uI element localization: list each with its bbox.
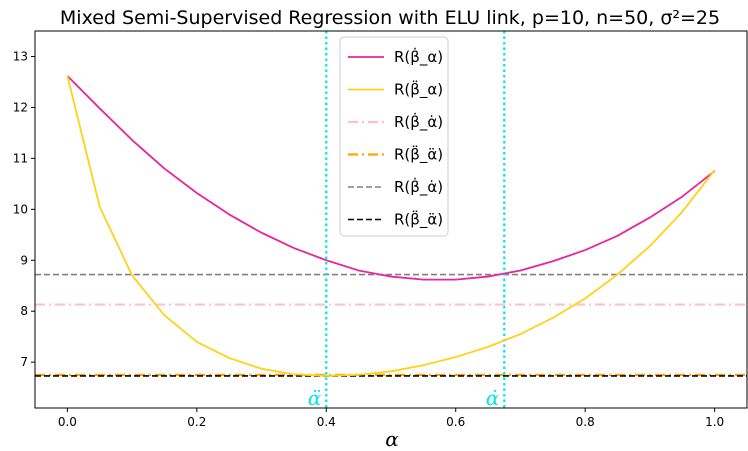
x-tick-label-4: 0.8: [576, 415, 595, 429]
y-tick-label-5: 12: [13, 100, 28, 114]
x-tick-label-1: 0.2: [187, 415, 206, 429]
legend: R(β̇_α) R(β̈_α) R(β̇_α̇) R(β̈_α̈) R(β̇_α̇) R(…: [339, 36, 449, 237]
legend-label-2: R(β̇_α̇): [394, 112, 443, 132]
chart-title: Mixed Semi-Supervised Regression with EL…: [60, 7, 720, 29]
x-tick-label-3: 0.6: [446, 415, 465, 429]
y-tick-label-2: 9: [20, 253, 28, 267]
plot-content: [35, 31, 747, 408]
legend-label-3: R(β̈_α̈): [394, 144, 443, 165]
x-tick-label-5: 1.0: [705, 415, 724, 429]
plot-area: α̈ α̇ 0.0 0.2 0.4 0.6 0.8 1.0 7 8 9 10 11 12 13 R(β̇_α)…: [13, 30, 748, 429]
legend-label-5: R(β̈_α̈): [394, 209, 443, 230]
axes-frame: [34, 30, 748, 409]
y-tick-label-0: 7: [20, 355, 28, 369]
y-tick-label-3: 10: [13, 202, 28, 216]
y-tick-label-4: 11: [13, 151, 28, 165]
x-tick-label-0: 0.0: [58, 415, 77, 429]
x-tick-label-2: 0.4: [317, 415, 336, 429]
y-tick-label-6: 13: [13, 49, 28, 63]
legend-label-4: R(β̇_α̇): [394, 177, 443, 197]
x-axis-label: α: [385, 427, 399, 451]
vline-label-0: α̈: [308, 386, 322, 410]
legend-label-0: R(β̇_α): [394, 47, 443, 67]
series-line-0: [66, 75, 716, 281]
y-tick-label-1: 8: [20, 304, 28, 318]
vline-label-1: α̇: [486, 386, 500, 410]
legend-label-1: R(β̈_α): [394, 79, 443, 100]
legend-box: [339, 36, 449, 237]
series-line-1: [66, 75, 716, 377]
